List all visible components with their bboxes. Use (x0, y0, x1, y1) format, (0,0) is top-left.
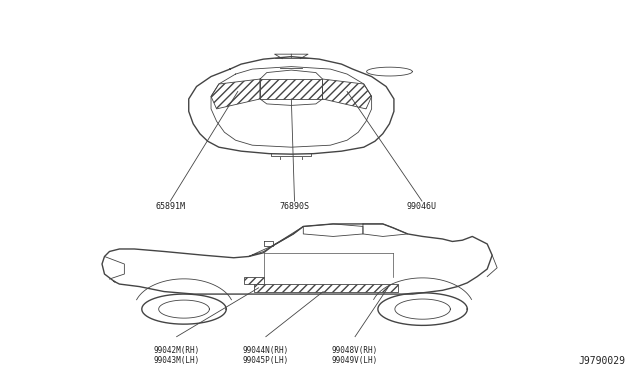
Polygon shape (253, 284, 397, 292)
Text: 99048V(RH)
99049V(LH): 99048V(RH) 99049V(LH) (332, 346, 378, 365)
Text: 99046U: 99046U (407, 202, 437, 211)
Polygon shape (244, 276, 264, 284)
Text: J9790029: J9790029 (579, 356, 626, 366)
Polygon shape (211, 79, 260, 109)
Text: 65891M: 65891M (156, 202, 185, 211)
Text: 99044N(RH)
99045P(LH): 99044N(RH) 99045P(LH) (243, 346, 289, 365)
Polygon shape (260, 79, 323, 99)
Polygon shape (323, 79, 372, 109)
Text: 76890S: 76890S (280, 202, 310, 211)
Text: 99042M(RH)
99043M(LH): 99042M(RH) 99043M(LH) (154, 346, 200, 365)
